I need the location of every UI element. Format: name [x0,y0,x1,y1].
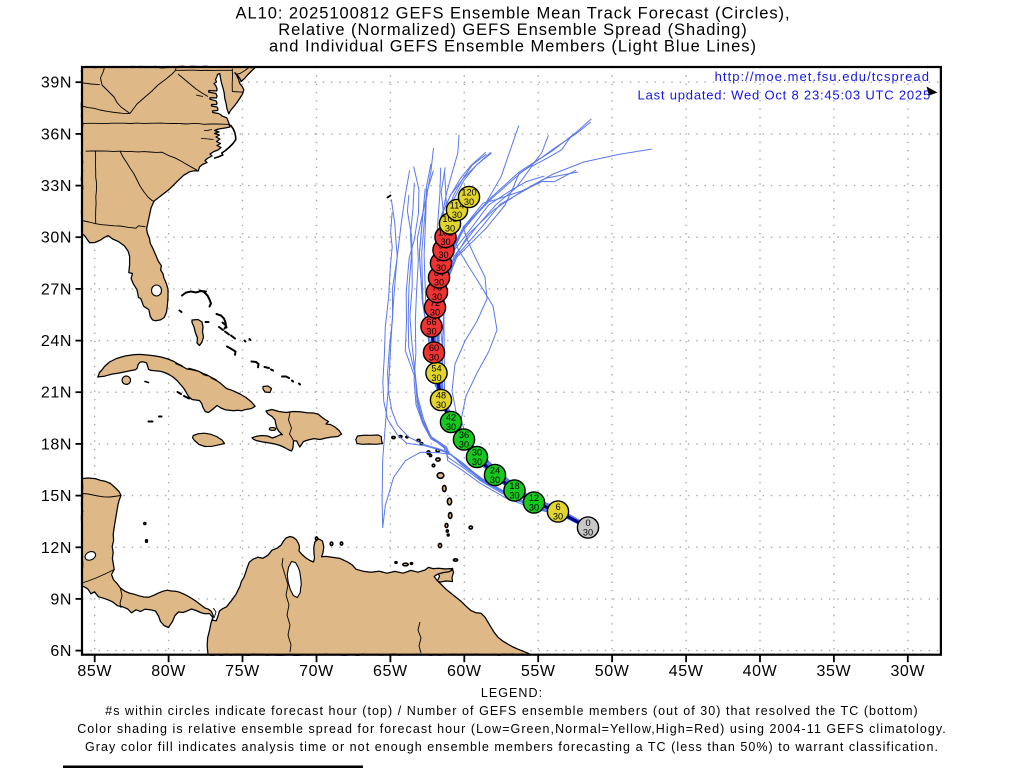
svg-text:60W: 60W [447,663,482,680]
svg-text:Relative (Normalized) GEFS Ens: Relative (Normalized) GEFS Ensemble Spre… [278,21,747,39]
svg-text:12: 12 [529,493,539,503]
svg-text:39N: 39N [41,75,72,92]
svg-text:15N: 15N [41,488,72,505]
svg-text:30: 30 [432,292,442,302]
svg-text:30: 30 [436,263,446,273]
svg-text:30: 30 [472,447,482,457]
svg-text:54: 54 [431,363,441,373]
svg-text:6N: 6N [50,643,72,660]
svg-text:http://moe.met.fsu.edu/tcsprea: http://moe.met.fsu.edu/tcspread [715,69,930,84]
svg-text:65W: 65W [373,663,408,680]
svg-text:and Individual GEFS Ensemble M: and Individual GEFS Ensemble Members (Li… [269,38,757,56]
svg-text:30: 30 [446,422,456,432]
svg-text:30W: 30W [890,663,925,680]
svg-text:40W: 40W [743,663,778,680]
svg-text:30: 30 [429,353,439,363]
svg-text:108: 108 [442,214,457,224]
svg-text:30: 30 [464,197,474,207]
svg-text:30: 30 [430,308,440,318]
svg-text:30: 30 [472,457,482,467]
svg-text:6: 6 [555,502,560,512]
svg-text:36N: 36N [41,126,72,143]
svg-text:30: 30 [583,528,593,538]
svg-text:70W: 70W [299,663,334,680]
svg-text:30: 30 [529,503,539,513]
svg-text:30N: 30N [41,230,72,247]
svg-text:30: 30 [426,327,436,337]
svg-text:30: 30 [490,475,500,485]
svg-text:36: 36 [459,430,469,440]
svg-text:#s within circles indicate for: #s within circles indicate forecast hour… [105,704,919,718]
svg-text:18N: 18N [41,436,72,453]
svg-text:80W: 80W [151,663,186,680]
svg-text:30: 30 [438,250,448,260]
svg-text:45W: 45W [669,663,704,680]
svg-text:85W: 85W [77,663,112,680]
svg-text:75W: 75W [225,663,260,680]
svg-text:30: 30 [431,373,441,383]
svg-text:55W: 55W [521,663,556,680]
svg-text:AL10: 2025100812 GEFS Ensemble: AL10: 2025100812 GEFS Ensemble Mean Trac… [235,5,790,23]
svg-text:12N: 12N [41,540,72,557]
svg-text:30: 30 [459,440,469,450]
svg-text:120: 120 [461,187,476,197]
svg-text:LEGEND:: LEGEND: [481,686,543,700]
svg-text:66: 66 [426,317,436,327]
svg-text:60: 60 [429,343,439,353]
svg-text:27N: 27N [41,281,72,298]
svg-text:30: 30 [452,210,462,220]
svg-text:30: 30 [553,512,563,522]
svg-text:50W: 50W [595,663,630,680]
svg-text:30: 30 [436,400,446,410]
svg-text:42: 42 [446,412,456,422]
svg-text:24: 24 [490,465,500,475]
svg-text:Gray color fill indicates anal: Gray color fill indicates analysis time … [85,740,939,754]
svg-text:30: 30 [434,278,444,288]
svg-text:48: 48 [436,390,446,400]
svg-text:0: 0 [585,518,590,528]
svg-text:30: 30 [440,237,450,247]
svg-text:9N: 9N [50,591,72,608]
svg-text:35W: 35W [817,663,852,680]
svg-text:Color shading is relative ense: Color shading is relative ensemble sprea… [77,722,947,736]
svg-text:114: 114 [450,200,465,210]
svg-text:21N: 21N [41,385,72,402]
svg-text:33N: 33N [41,178,72,195]
svg-text:30: 30 [509,491,519,501]
svg-text:Last updated: Wed Oct 8 23:45: Last updated: Wed Oct 8 23:45:03 UTC 202… [638,88,931,103]
svg-text:30: 30 [445,224,455,234]
svg-text:24N: 24N [41,333,72,350]
svg-text:18: 18 [509,481,519,491]
